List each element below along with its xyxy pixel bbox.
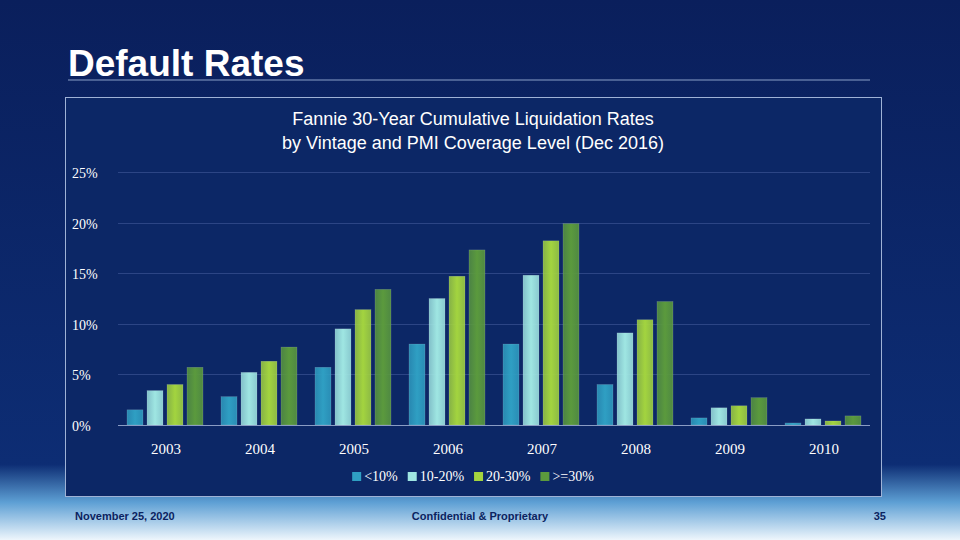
slide: Default Rates Fannie 30-Year Cumulative L… [0, 0, 960, 540]
bar [429, 299, 445, 426]
x-tick-label: 2005 [339, 441, 369, 457]
bar [543, 241, 559, 425]
bar [503, 344, 519, 425]
footer-confidential: Confidential & Proprietary [412, 510, 549, 522]
title-rule [68, 80, 870, 81]
bar [469, 250, 485, 425]
bar [785, 423, 801, 425]
legend-label: <10% [364, 469, 398, 484]
bar [751, 398, 767, 425]
grid-line [118, 172, 870, 173]
x-tick-label: 2009 [715, 441, 745, 457]
x-tick-label: 2004 [245, 441, 276, 457]
chart-title: Fannie 30-Year Cumulative Liquidation Ra… [292, 109, 654, 129]
bar [449, 276, 465, 425]
chart-frame [66, 98, 882, 497]
bar [261, 361, 277, 425]
bar [825, 421, 841, 425]
grid-line [118, 273, 870, 274]
bar [355, 310, 371, 425]
bar [221, 397, 237, 425]
bar [281, 347, 297, 425]
chart-title: by Vintage and PMI Coverage Level (Dec 2… [282, 133, 664, 153]
bar [845, 416, 861, 425]
x-tick-label: 2007 [527, 441, 558, 457]
legend-label: 20-30% [486, 469, 531, 484]
legend: <10% 10-20% 20-30% >=30% [352, 469, 594, 484]
y-tick-label: 15% [72, 267, 98, 282]
legend-swatch [474, 472, 483, 481]
bar [637, 320, 653, 425]
bar [805, 419, 821, 425]
background [0, 0, 960, 540]
bar [523, 275, 539, 425]
page-number: 35 [874, 510, 886, 522]
axis-line [118, 425, 870, 426]
legend-label: 10-20% [420, 469, 465, 484]
bar [375, 289, 391, 425]
legend-swatch [408, 472, 417, 481]
legend-swatch [540, 472, 549, 481]
slide-title: Default Rates [68, 43, 304, 84]
legend-swatch [352, 472, 361, 481]
grid-line [118, 324, 870, 325]
y-tick-label: 25% [72, 166, 98, 181]
bar [563, 224, 579, 425]
bars [127, 224, 861, 425]
x-tick-label: 2006 [433, 441, 464, 457]
bar [167, 385, 183, 425]
y-tick-label: 20% [72, 217, 98, 232]
x-tick-label: 2010 [809, 441, 839, 457]
bar [597, 385, 613, 425]
y-tick-label: 10% [72, 318, 98, 333]
bar [147, 391, 163, 425]
x-tick-label: 2008 [621, 441, 651, 457]
bar [187, 367, 203, 425]
bar [617, 333, 633, 425]
footer-date: November 25, 2020 [75, 510, 175, 522]
x-tick-label: 2003 [151, 441, 181, 457]
legend-label: >=30% [552, 469, 594, 484]
bar [711, 408, 727, 425]
y-tick-label: 0% [72, 419, 91, 434]
grid-line [118, 223, 870, 224]
bar [409, 344, 425, 425]
bar [657, 302, 673, 425]
bar [731, 406, 747, 425]
bar [691, 418, 707, 425]
bar [335, 329, 351, 425]
grid-line [118, 374, 870, 375]
y-tick-label: 5% [72, 368, 91, 383]
bar [315, 367, 331, 425]
bar [241, 372, 257, 425]
bar [127, 410, 143, 425]
